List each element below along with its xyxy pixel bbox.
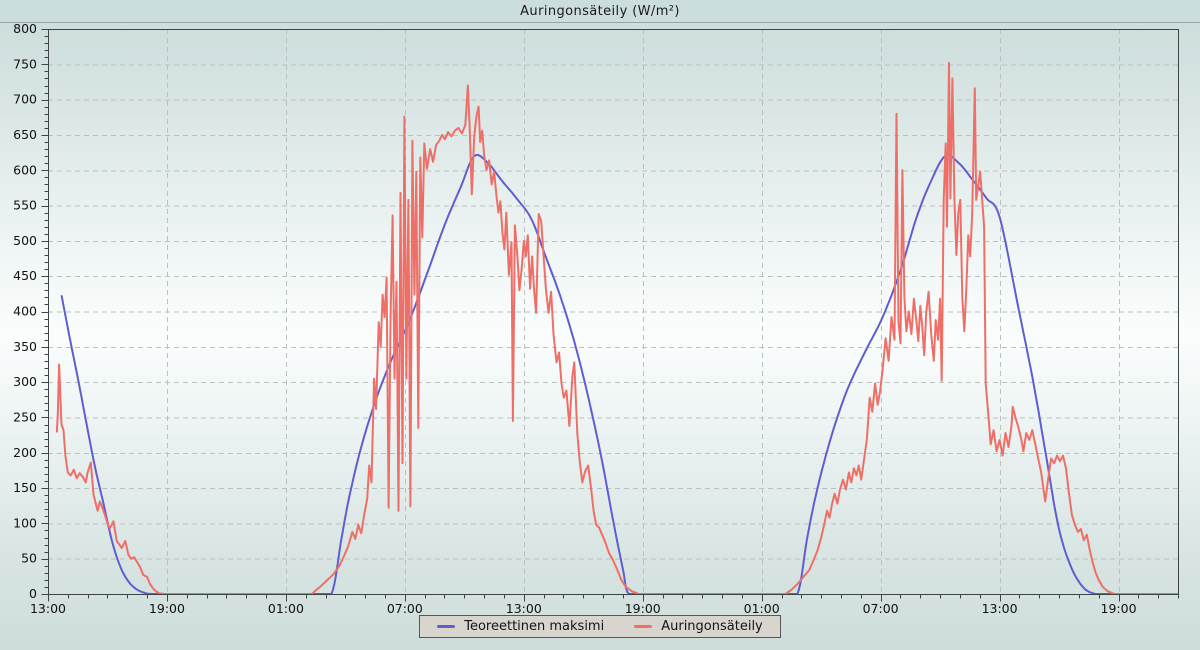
axis-tick-labels: 13:00 19:00 01:00 07:00 13:00 19:00 01:00 07:00… — [13, 21, 1136, 616]
legend-item-auringonsateily: Auringonsäteily — [634, 619, 763, 634]
chart-title: Auringonsäteily (W/m²) — [0, 0, 1200, 23]
x-tick-label: 13:00 — [982, 601, 1018, 616]
y-tick-label: 350 — [13, 339, 37, 354]
y-tick-label: 300 — [13, 374, 37, 389]
y-tick-label: 600 — [13, 162, 37, 177]
y-tick-label: 500 — [13, 233, 37, 248]
series-lines — [55, 61, 1179, 595]
y-tick-label: 200 — [13, 445, 37, 460]
plot-frame — [41, 29, 1179, 602]
y-tick-label: 0 — [29, 586, 37, 601]
y-tick-label: 650 — [13, 127, 37, 142]
x-tick-label: 13:00 — [30, 601, 66, 616]
x-tick-label: 01:00 — [744, 601, 780, 616]
y-tick-label: 400 — [13, 304, 37, 319]
legend-item-teoreettinen-maksimi: Teoreettinen maksimi — [437, 619, 604, 634]
legend-label: Auringonsäteily — [661, 619, 763, 634]
y-tick-label: 750 — [13, 56, 37, 71]
x-tick-label: 19:00 — [625, 601, 661, 616]
x-tick-label: 07:00 — [387, 601, 423, 616]
series-line-auringons-teily — [55, 61, 1179, 595]
x-tick-label: 13:00 — [506, 601, 542, 616]
series-line-teoreettinen-maksimi — [60, 153, 1179, 595]
blue-line-sample-icon — [437, 625, 456, 628]
red-line-sample-icon — [634, 625, 653, 628]
x-tick-label: 19:00 — [149, 601, 185, 616]
y-tick-label: 100 — [13, 515, 37, 530]
x-tick-label: 07:00 — [863, 601, 899, 616]
y-tick-label: 150 — [13, 480, 37, 495]
x-tick-label: 19:00 — [1101, 601, 1137, 616]
y-tick-label: 50 — [21, 551, 37, 566]
y-tick-label: 450 — [13, 268, 37, 283]
y-tick-label: 700 — [13, 92, 37, 107]
chart-title-text: Auringonsäteily (W/m²) — [520, 3, 680, 19]
x-tick-label: 01:00 — [268, 601, 304, 616]
chart-legend: Teoreettinen maksimi Auringonsäteily — [0, 615, 1200, 638]
legend-label: Teoreettinen maksimi — [464, 619, 605, 634]
y-tick-label: 800 — [13, 21, 37, 36]
y-tick-label: 250 — [13, 409, 37, 424]
gridlines — [48, 29, 1178, 594]
y-tick-label: 550 — [13, 198, 37, 213]
legend-box: Teoreettinen maksimi Auringonsäteily — [419, 615, 781, 638]
